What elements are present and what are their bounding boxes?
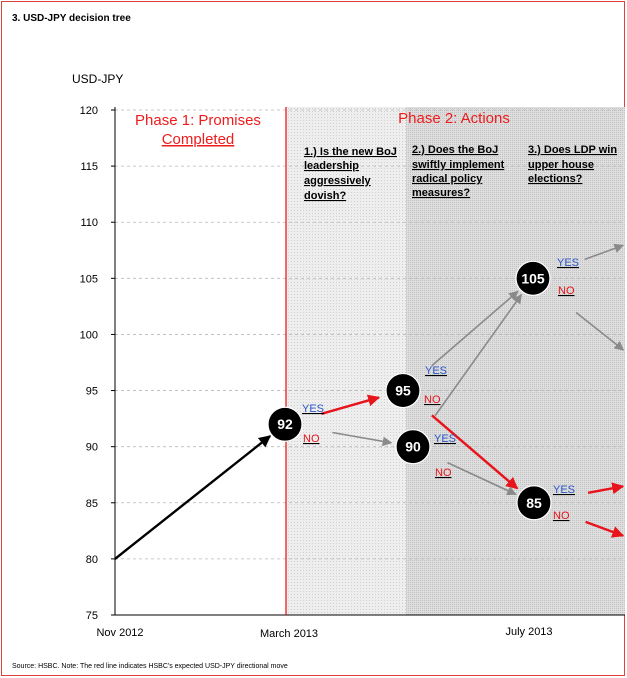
decision-node: 95	[385, 372, 421, 409]
branch-yes-label: YES	[302, 403, 324, 415]
question-1: 1.) Is the new BoJ leadership aggressive…	[304, 146, 397, 202]
node-circle	[267, 406, 303, 442]
tree-edge-base	[114, 435, 272, 560]
question-3: 3.) Does LDP win upper house elections?	[528, 144, 617, 185]
x-tick-label-july-2013: July 2013	[505, 626, 552, 638]
tree-edges	[114, 243, 625, 560]
y-axis-label: USD-JPY	[72, 72, 123, 86]
tree-edge-alt	[431, 290, 519, 367]
node-circle	[515, 260, 551, 296]
y-tick-label: 105	[80, 273, 98, 285]
question-2: 2.) Does the BoJ swiftly implement radic…	[412, 144, 505, 199]
decision-node: 92	[267, 406, 303, 442]
y-tick-label: 115	[80, 161, 98, 173]
question-3-line: upper house	[528, 159, 594, 171]
question-2-line: radical policy	[412, 173, 483, 185]
phase2-shading-dark	[406, 107, 625, 615]
y-axis-ticks: 75 80 85 90 95 100 105 110 115 120	[80, 105, 115, 622]
node-value-label: 92	[277, 416, 293, 432]
branch-labels: YES NO YES NO YES NO YES NO YES NO	[302, 257, 579, 522]
tree-edge-alt	[575, 311, 625, 351]
gridlines	[115, 109, 625, 560]
tree-edge-highlight	[585, 520, 625, 538]
figure-title: 3. USD-JPY decision tree	[12, 13, 131, 24]
node-value-label: 85	[526, 495, 542, 511]
node-circle	[516, 485, 552, 521]
y-tick-label: 85	[86, 498, 98, 510]
node-value-label: 90	[405, 439, 421, 455]
question-1-line: leadership	[304, 160, 359, 172]
tree-edge-alt	[447, 461, 517, 496]
question-1-line: aggressively	[304, 175, 372, 187]
tree-edge-alt	[584, 243, 625, 261]
node-value-label: 105	[521, 270, 545, 286]
question-3-line: elections?	[528, 173, 583, 185]
branch-yes-label: YES	[425, 365, 447, 377]
x-tick-label-march-2013: March 2013	[260, 628, 318, 640]
tree-edge-highlight	[587, 482, 625, 495]
branch-no-label: NO	[553, 510, 570, 522]
decision-node: 90	[395, 429, 431, 465]
node-value-label: 95	[395, 383, 411, 399]
tree-edge-highlight	[321, 394, 381, 415]
tree-edge-alt	[434, 293, 523, 417]
y-tick-label: 95	[86, 386, 98, 398]
question-2-line: 2.) Does the BoJ	[412, 144, 498, 156]
x-tick-label-nov-2012: Nov 2012	[96, 627, 143, 639]
question-1-line: dovish?	[304, 190, 346, 202]
y-tick-label: 120	[80, 105, 98, 117]
phase1-title-line2: Completed	[162, 131, 235, 148]
branch-yes-label: YES	[553, 484, 575, 496]
decision-node: 105	[515, 260, 551, 296]
question-1-line: 1.) Is the new BoJ	[304, 146, 397, 158]
node-circle	[395, 429, 431, 465]
y-tick-label: 110	[80, 217, 98, 229]
branch-no-label: NO	[435, 467, 452, 479]
tree-edge-highlight	[431, 414, 519, 490]
branch-yes-label: YES	[434, 433, 456, 445]
tree-nodes: 92 95 90 105 85	[267, 260, 552, 521]
branch-yes-label: YES	[557, 257, 579, 269]
y-tick-label: 80	[86, 554, 98, 566]
decision-node: 85	[516, 485, 552, 521]
branch-no-label: NO	[303, 433, 320, 445]
phase2-title: Phase 2: Actions	[398, 110, 510, 127]
question-3-line: 3.) Does LDP win	[528, 144, 617, 156]
tree-edge-alt	[332, 431, 393, 447]
question-2-line: measures?	[412, 187, 470, 199]
branch-no-label: NO	[558, 285, 575, 297]
y-tick-label: 75	[86, 610, 98, 622]
source-note: Source: HSBC. Note: The red line indicat…	[12, 663, 288, 670]
phase2-shading-light	[286, 107, 406, 615]
branch-no-label: NO	[424, 394, 441, 406]
phase1-title-line1: Phase 1: Promises	[135, 112, 261, 129]
node-circle	[385, 372, 421, 409]
question-2-line: swiftly implement	[412, 159, 505, 171]
y-tick-label: 90	[86, 442, 98, 454]
y-tick-label: 100	[80, 329, 98, 341]
